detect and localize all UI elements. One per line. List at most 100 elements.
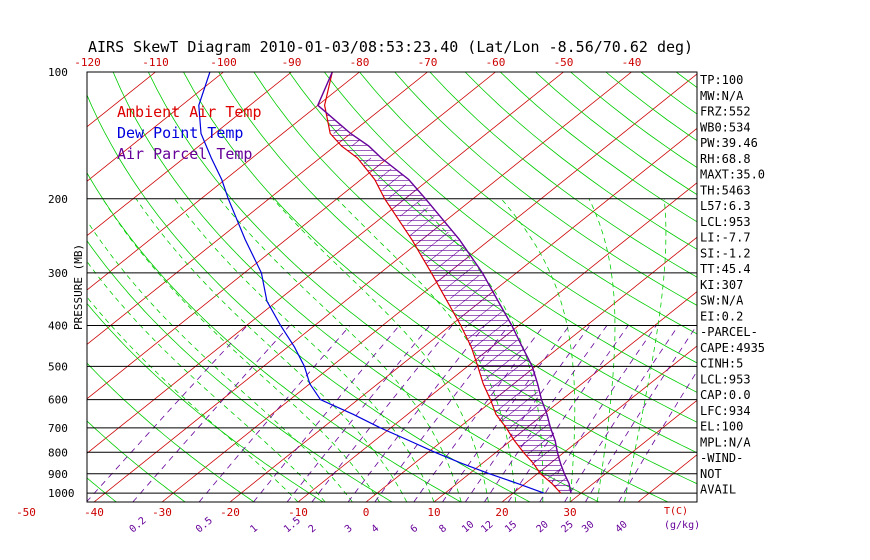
index-item: RH:68.8 <box>700 152 751 166</box>
isotherm-line <box>87 72 496 400</box>
cape-hatch-divider <box>425 239 457 264</box>
series-line-air-parcel-temp <box>316 72 572 494</box>
cape-hatch-divider <box>479 340 517 371</box>
cape-hatch-divider <box>476 329 514 360</box>
mixing-ratio-label: 4 <box>370 523 382 535</box>
mixing-ratio-line <box>347 325 486 502</box>
top-temp-tick-label: -110 <box>142 56 169 69</box>
dry-adiabat-line <box>359 72 697 335</box>
pressure-tick-label: 800 <box>48 446 68 459</box>
plot-frame <box>86 71 698 503</box>
mixing-ratio-line <box>585 325 697 502</box>
cape-hatch-divider <box>555 477 567 487</box>
dry-adiabat-line <box>87 172 462 502</box>
legend-entry: Air Parcel Temp <box>117 145 252 163</box>
moist-adiabat-lines <box>87 198 667 502</box>
isotherm-line <box>87 72 292 237</box>
isotherm-line <box>93 72 632 502</box>
isotherm-line <box>87 72 564 454</box>
cape-hatch-divider <box>400 198 423 217</box>
pressure-tick-label: 600 <box>48 394 68 407</box>
mixing-ratio-lines <box>87 325 697 502</box>
cape-hatch-divider <box>459 292 492 319</box>
cape-hatch-divider <box>421 231 449 254</box>
index-item: FRZ:552 <box>700 105 751 119</box>
isotherm-line <box>229 127 697 502</box>
isotherm-line <box>569 399 697 502</box>
mixing-ratio-label: 0.2 <box>128 515 149 535</box>
mixing-ratio-line <box>253 325 400 502</box>
mixing-ratio-line <box>286 325 431 502</box>
series-line-dew-point-temp <box>198 72 545 494</box>
top-temp-tick-label: -50 <box>554 56 574 69</box>
top-temp-tick-label: -40 <box>622 56 642 69</box>
moist-adiabat-line <box>500 198 576 502</box>
series-line-ambient-air-temp <box>323 72 562 494</box>
index-item: TH:5463 <box>700 183 751 197</box>
dry-adiabat-line <box>87 420 186 502</box>
x-axis-mix-label: (g/kg) <box>664 520 700 531</box>
index-item: KI:307 <box>700 278 743 292</box>
mixing-ratio-line <box>507 325 629 502</box>
index-item: EI:0.2 <box>700 309 743 323</box>
bottom-temp-tick-label: -20 <box>220 506 240 519</box>
bottom-temp-tick-label: -40 <box>84 506 104 519</box>
mixing-ratio-label: 20 <box>535 519 551 535</box>
mixing-ratio-label: 25 <box>559 519 575 535</box>
mixing-ratio-line <box>87 325 248 502</box>
x-axis-temp-label: T(C) <box>664 506 688 517</box>
index-item: PW:39.46 <box>700 136 758 150</box>
dry-adiabat-line <box>112 72 600 502</box>
bottom-temp-tick-label: 10 <box>427 506 440 519</box>
top-temp-tick-label: -90 <box>282 56 302 69</box>
index-item: -PARCEL- <box>700 325 758 339</box>
index-item: -WIND- <box>700 451 743 465</box>
index-item: MPL:N/A <box>700 435 751 449</box>
cape-hatch-divider <box>539 456 559 473</box>
isotherm-line <box>365 236 697 502</box>
moist-adiabat-line <box>336 198 516 502</box>
top-temp-tick-label: -100 <box>210 56 237 69</box>
mixing-ratio-line <box>539 325 657 502</box>
dry-adiabat-line <box>87 477 117 502</box>
legend-entry: Ambient Air Temp <box>117 103 262 121</box>
moist-adiabat-line <box>102 198 380 502</box>
cape-hatch-divider <box>406 207 429 225</box>
moist-adiabat-line <box>135 198 408 502</box>
isotherm-line <box>0 72 20 502</box>
bottom-temp-tick-label: -30 <box>152 506 172 519</box>
mixing-ratio-line <box>564 325 679 502</box>
cape-hatch-divider <box>502 391 538 421</box>
mixing-ratio-line <box>374 325 510 502</box>
dry-adiabat-line <box>183 72 697 485</box>
pressure-tick-label: 500 <box>48 360 68 373</box>
index-item: TT:45.4 <box>700 262 751 276</box>
index-item: AVAIL <box>700 483 736 497</box>
index-item: MW:N/A <box>700 89 744 103</box>
moist-adiabat-line <box>174 198 435 502</box>
index-item: LCL:953 <box>700 372 751 386</box>
pressure-tick-label: 1000 <box>48 487 75 500</box>
isotherm-line <box>87 72 360 291</box>
mixing-ratio-label: 15 <box>503 519 519 535</box>
pressure-tick-label: 200 <box>48 193 68 206</box>
mixing-ratio-label: 3 <box>343 523 355 535</box>
pressure-tick-label: 700 <box>48 422 68 435</box>
pressure-tick-label: 400 <box>48 320 68 333</box>
index-item: MAXT:35.0 <box>700 168 765 182</box>
dry-adiabat-line <box>87 362 255 502</box>
mixing-ratio-label: 10 <box>460 519 476 535</box>
mixing-ratio-label: 40 <box>614 519 630 535</box>
dry-adiabat-line <box>87 240 393 502</box>
bottom-temp-tick-label: -50 <box>16 506 36 519</box>
dry-adiabat-line <box>87 93 531 502</box>
mixing-ratio-line <box>413 325 545 502</box>
chart-title: AIRS SkewT Diagram 2010-01-03/08:53:23.4… <box>88 38 693 56</box>
cape-hatching <box>326 114 571 491</box>
sounding-series <box>198 72 572 494</box>
top-temp-tick-label: -70 <box>418 56 438 69</box>
isotherm-line <box>501 345 697 502</box>
moist-adiabat-line <box>87 296 299 502</box>
cape-hatch-divider <box>435 246 465 271</box>
